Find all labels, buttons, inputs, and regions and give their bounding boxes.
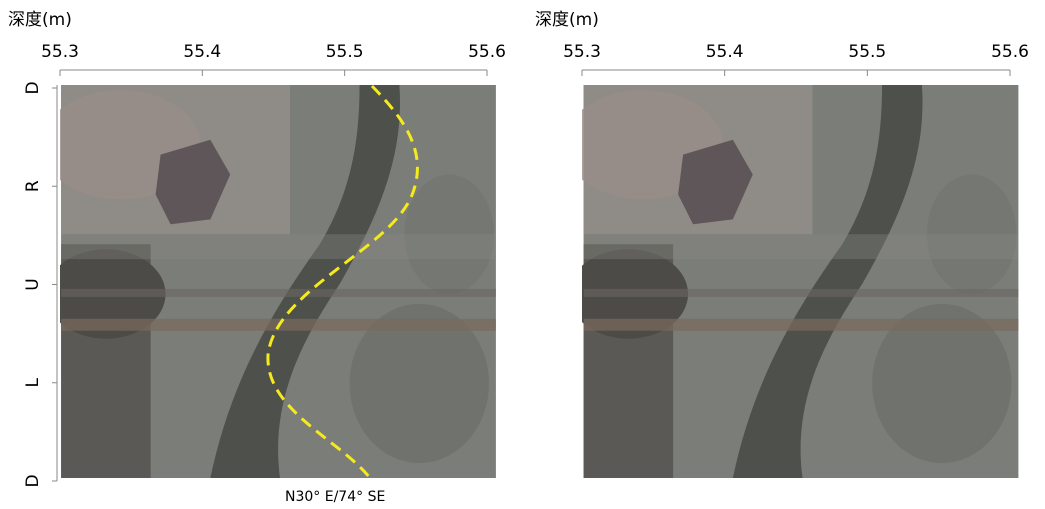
depth-label: 深度(m) bbox=[535, 10, 599, 30]
borehole-figure: 深度(m) 55.3 55.4 55.5 55.6 D R U L D 深度(m) 55.3 55.4 5… bbox=[0, 0, 1045, 509]
scale-tick-label: 55.3 bbox=[41, 42, 79, 62]
orientation-annotation: N30° E/74° SE bbox=[285, 489, 385, 505]
scale-tick-label: 55.5 bbox=[848, 42, 886, 62]
scale-tick-label: 55.3 bbox=[563, 42, 601, 62]
orientation-tick-label: L bbox=[23, 377, 43, 387]
orientation-tick-label: R bbox=[23, 180, 43, 192]
orientation-tick-label: D bbox=[23, 81, 43, 94]
orientation-tick-label: D bbox=[23, 474, 43, 487]
borehole-image bbox=[41, 85, 496, 478]
scale-tick-label: 55.4 bbox=[183, 42, 221, 62]
borehole-image bbox=[564, 85, 1019, 478]
scale-tick-label: 55.4 bbox=[706, 42, 744, 62]
depth-label: 深度(m) bbox=[8, 10, 72, 30]
scale-tick-label: 55.6 bbox=[991, 42, 1029, 62]
scale-tick-label: 55.5 bbox=[326, 42, 364, 62]
orientation-tick-label: U bbox=[23, 278, 43, 290]
scale-tick-label: 55.6 bbox=[468, 42, 506, 62]
